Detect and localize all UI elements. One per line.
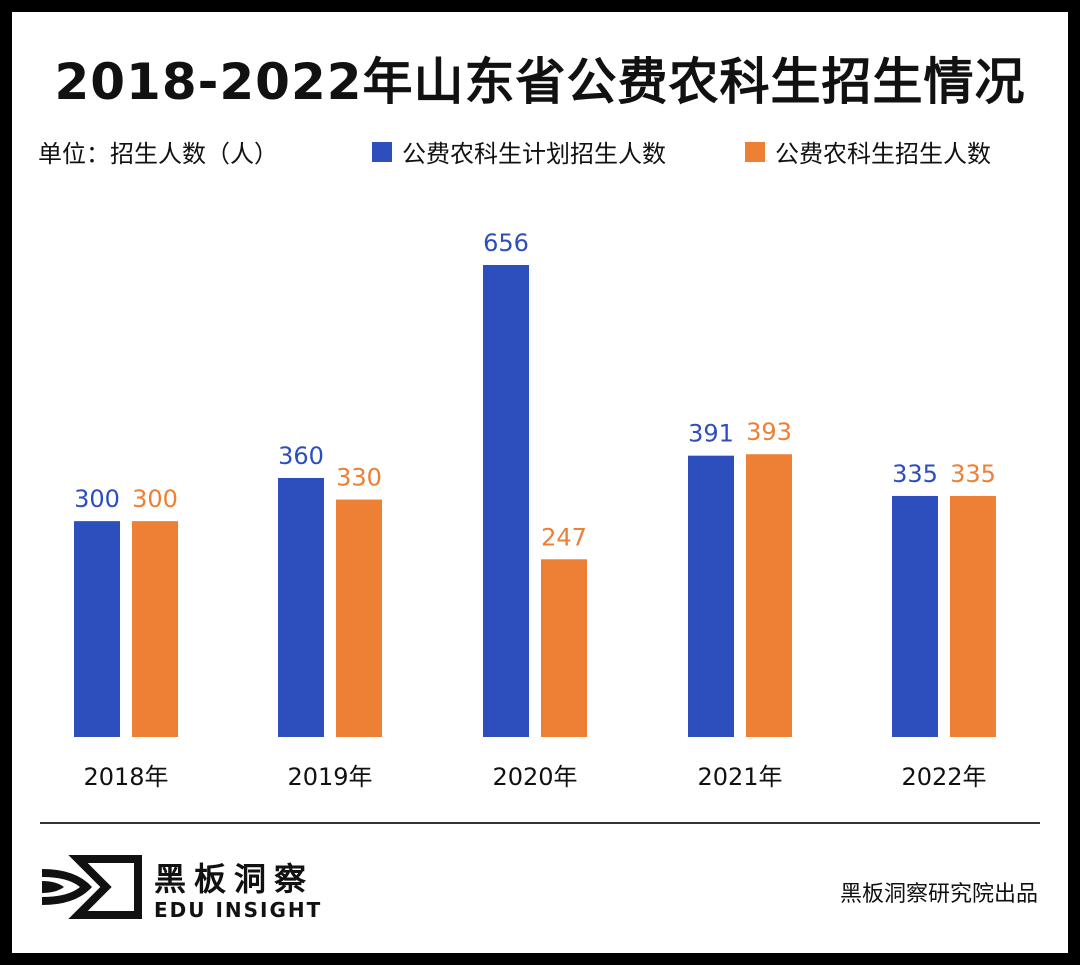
data-label-actual-2021年: 393 (746, 418, 792, 446)
bar-chart: 300 300 2018年 360 330 2019年 656 247 2020年 391 393 2… (74, 229, 996, 791)
legend-item-planned: 公费农科生计划招生人数 (372, 134, 666, 169)
data-label-planned-2019年: 360 (278, 442, 324, 470)
footer-divider (40, 822, 1040, 824)
legend-swatch-actual (745, 141, 765, 162)
bar-planned-2021年 (688, 455, 734, 737)
credit-text: 黑板洞察研究院出品 (839, 882, 1038, 907)
edu-insight-logo-icon (42, 855, 142, 919)
bar-planned-2020年 (483, 265, 529, 737)
bar-actual-2021年 (746, 454, 792, 737)
bar-planned-2022年 (892, 495, 938, 737)
legend-swatch-planned (372, 141, 392, 162)
brand-name-en: EDU INSIGHT (154, 898, 323, 922)
x-tick-label-2019年: 2019年 (287, 763, 372, 791)
legend-item-actual: 公费农科生招生人数 (745, 134, 991, 169)
data-label-actual-2018年: 300 (132, 485, 178, 513)
x-tick-label-2021年: 2021年 (697, 763, 782, 791)
legend-label-actual: 公费农科生招生人数 (775, 140, 991, 168)
x-tick-label-2018年: 2018年 (83, 763, 168, 791)
data-label-planned-2018年: 300 (74, 485, 120, 513)
data-label-actual-2020年: 247 (541, 523, 587, 551)
data-label-actual-2022年: 335 (950, 460, 996, 488)
data-label-planned-2021年: 391 (688, 420, 734, 448)
x-tick-label-2020年: 2020年 (492, 763, 577, 791)
legend-label-planned: 公费农科生计划招生人数 (402, 140, 666, 168)
bar-actual-2022年 (950, 495, 996, 737)
bar-actual-2018年 (132, 521, 178, 737)
data-label-planned-2022年: 335 (892, 460, 938, 488)
bar-actual-2020年 (541, 559, 587, 737)
bar-planned-2018年 (74, 521, 120, 737)
data-label-planned-2020年: 656 (483, 229, 529, 257)
chart-frame: 2018-2022年山东省公费农科生招生情况 单位：招生人数（人） 公费农科生计… (12, 12, 1068, 953)
chart-title: 2018-2022年山东省公费农科生招生情况 (54, 53, 1026, 111)
x-tick-label-2022年: 2022年 (901, 763, 986, 791)
brand-name-cn: 黑板洞察 (154, 860, 315, 898)
data-label-actual-2019年: 330 (336, 464, 382, 492)
bar-actual-2019年 (336, 499, 382, 737)
unit-label: 单位：招生人数（人） (38, 140, 278, 168)
bar-planned-2019年 (278, 477, 324, 737)
